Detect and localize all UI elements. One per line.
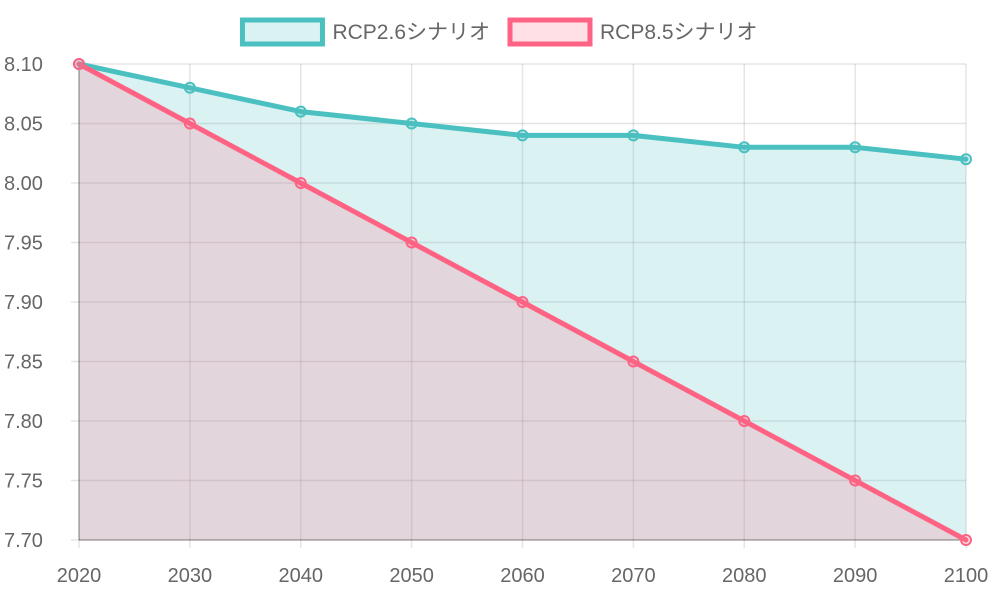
data-point[interactable] xyxy=(183,81,196,94)
y-tick-label: 8.10 xyxy=(4,54,43,76)
data-point[interactable] xyxy=(960,153,972,166)
data-point[interactable] xyxy=(294,105,307,118)
x-tick-label: 2060 xyxy=(500,565,545,587)
data-point[interactable] xyxy=(738,141,751,154)
legend: RCP2.6シナリオ RCP8.5シナリオ xyxy=(239,17,758,47)
x-tick-label: 2040 xyxy=(279,565,324,587)
x-axis-ticks: 2020 2030 2040 2050 2060 2070 2080 2090 2100 xyxy=(57,565,989,587)
data-point[interactable] xyxy=(183,117,196,130)
data-point[interactable] xyxy=(960,534,972,546)
y-tick-label: 7.85 xyxy=(4,352,43,374)
series-line-0 xyxy=(76,61,969,162)
data-point[interactable] xyxy=(849,474,862,487)
y-tick-label: 7.90 xyxy=(4,292,43,314)
data-point[interactable] xyxy=(73,58,85,70)
legend-label-1[interactable]: RCP8.5シナリオ xyxy=(600,21,758,44)
data-point[interactable] xyxy=(405,236,418,249)
data-point[interactable] xyxy=(738,415,751,427)
x-tick-label: 2100 xyxy=(944,565,989,587)
data-point[interactable] xyxy=(405,117,418,130)
y-tick-label: 7.95 xyxy=(4,233,43,255)
x-tick-label: 2070 xyxy=(611,565,656,587)
y-tick-label: 7.75 xyxy=(4,471,43,493)
legend-swatch-1[interactable] xyxy=(507,17,593,47)
x-tick-label: 2030 xyxy=(168,565,213,587)
data-point[interactable] xyxy=(849,141,862,154)
data-point[interactable] xyxy=(627,129,640,142)
y-axis-ticks: 7.70 7.75 7.80 7.85 7.90 7.95 8.00 8.05 8.10 xyxy=(4,54,43,552)
x-tick-label: 2050 xyxy=(389,565,434,587)
data-point[interactable] xyxy=(627,355,640,368)
x-tick-label: 2020 xyxy=(57,565,102,587)
data-point[interactable] xyxy=(516,129,529,142)
series-line-1 xyxy=(76,61,969,543)
x-tick-label: 2080 xyxy=(722,565,767,587)
data-point[interactable] xyxy=(516,296,529,308)
series-lines xyxy=(76,61,969,543)
data-points xyxy=(73,58,972,546)
y-tick-label: 8.00 xyxy=(4,173,43,195)
legend-swatch-0[interactable] xyxy=(239,17,325,47)
y-tick-label: 7.80 xyxy=(4,411,43,433)
data-point[interactable] xyxy=(294,177,307,189)
axes xyxy=(78,64,966,541)
y-tick-label: 7.70 xyxy=(4,530,43,552)
y-tick-label: 8.05 xyxy=(4,114,43,136)
x-tick-label: 2090 xyxy=(833,565,878,587)
legend-label-0[interactable]: RCP2.6シナリオ xyxy=(332,21,490,44)
